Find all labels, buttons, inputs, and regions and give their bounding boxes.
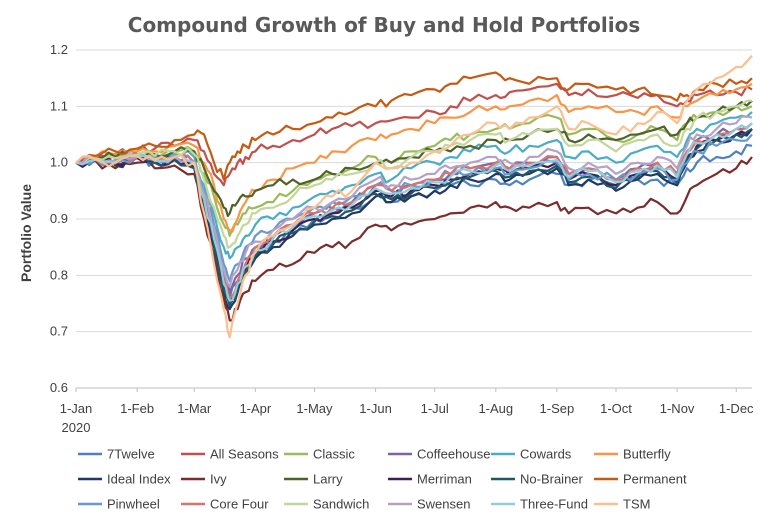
x-tick-label: 1-Jan <box>60 401 93 416</box>
legend-label: Ideal Index <box>107 472 171 487</box>
x-axis-year-label: 2020 <box>62 420 91 435</box>
series-line-butterfly <box>75 82 753 233</box>
y-tick-label: 1.1 <box>50 98 68 113</box>
gridlines <box>76 49 752 389</box>
legend-label: Three-Fund <box>520 497 588 512</box>
legend-label: Permanent <box>623 472 687 487</box>
series-line-tsm <box>75 54 753 339</box>
x-tick-label: 1-Nov <box>660 401 695 416</box>
x-tick-label: 1-Jun <box>359 401 392 416</box>
legend-label: Ivy <box>210 472 227 487</box>
legend-label: Butterfly <box>623 447 671 462</box>
x-tick-label: 1-Mar <box>177 401 212 416</box>
y-axis-ticks: 0.6 0.7 0.8 0.9 1.0 1.1 1.2 <box>50 42 68 395</box>
series-line-permanent <box>75 71 753 181</box>
legend-label: 7Twelve <box>107 447 155 462</box>
y-axis-label: Portfolio Value <box>18 184 34 282</box>
legend-label: Sandwich <box>313 497 369 512</box>
x-tick-label: 1-Dec <box>719 401 754 416</box>
x-axis-ticks: 1-Jan 1-Feb 1-Mar 1-Apr 1-May 1-Jun 1-Jul 1-Aug… <box>60 388 754 416</box>
series-line-sandwich <box>75 99 752 249</box>
legend-label: Coffeehouse <box>417 447 491 462</box>
x-tick-label: 1-May <box>296 401 333 416</box>
legend-label: Larry <box>313 472 343 487</box>
legend: 7Twelve All Seasons Classic Coffeehouse Cowa… <box>78 447 687 512</box>
x-tick-label: 1-Jul <box>421 401 449 416</box>
legend-label: Pinwheel <box>107 497 160 512</box>
x-tick-label: 1-Feb <box>120 401 154 416</box>
legend-label: Swensen <box>417 497 470 512</box>
x-tick-label: 1-Aug <box>478 401 513 416</box>
series-lines <box>75 54 753 339</box>
x-tick-label: 1-Sep <box>540 401 575 416</box>
y-tick-label: 0.8 <box>50 267 68 282</box>
legend-label: TSM <box>623 497 650 512</box>
y-tick-label: 0.6 <box>50 380 68 395</box>
chart-title: Compound Growth of Buy and Hold Portfoli… <box>128 13 640 37</box>
legend-label: Merriman <box>417 472 472 487</box>
y-tick-label: 0.7 <box>50 324 68 339</box>
x-tick-label: 1-Oct <box>600 401 632 416</box>
legend-label: Cowards <box>520 447 572 462</box>
series-line-all-seasons <box>75 82 753 187</box>
legend-label: All Seasons <box>210 447 279 462</box>
y-tick-label: 1.2 <box>50 42 68 57</box>
legend-label: No-Brainer <box>520 472 584 487</box>
legend-label: Classic <box>313 447 355 462</box>
legend-label: Core Four <box>210 497 269 512</box>
y-tick-label: 0.9 <box>50 211 68 226</box>
series-line-swensen <box>75 115 753 288</box>
y-tick-label: 1.0 <box>50 155 68 170</box>
x-tick-label: 1-Apr <box>239 401 271 416</box>
